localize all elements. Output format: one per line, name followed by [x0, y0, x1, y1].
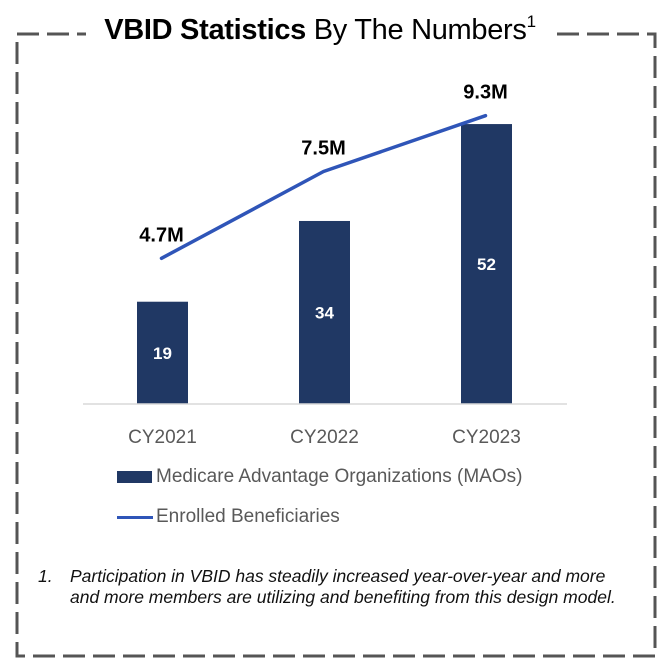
legend-line-swatch-icon [117, 515, 153, 519]
bar-cy2022 [299, 220, 350, 404]
x-tick-label: CY2023 [452, 427, 521, 448]
bar-value-label: 34 [315, 303, 334, 322]
line-value-label: 7.5M [301, 138, 345, 160]
footnote-text: Participation in VBID has steadily incre… [70, 566, 616, 607]
footnote: 1. Participation in VBID has steadily in… [38, 566, 618, 608]
legend-label: Enrolled Beneficiaries [156, 506, 340, 527]
bar-cy2023 [461, 124, 512, 405]
x-tick-label: CY2021 [128, 427, 197, 448]
line-value-label: 9.3M [463, 82, 507, 104]
bar-value-label: 52 [477, 255, 496, 274]
legend-label: Medicare Advantage Organizations (MAOs) [156, 466, 523, 487]
line-value-label: 4.7M [139, 224, 183, 246]
legend-item-maos: Medicare Advantage Organizations (MAOs) [117, 462, 522, 492]
bar-cy2021 [137, 301, 188, 404]
title-bold: VBID Statistics [104, 14, 306, 46]
legend-item-beneficiaries: Enrolled Beneficiaries [117, 502, 522, 532]
legend: Medicare Advantage Organizations (MAOs) … [117, 462, 522, 542]
legend-bar-swatch-icon [117, 471, 152, 483]
bar-value-label: 19 [153, 344, 172, 363]
chart-plot: 19 CY2021 34 CY2022 52 CY2023 4.7M 7.5M 9.3M [83, 82, 567, 448]
x-tick-label: CY2022 [290, 427, 359, 448]
chart-title: VBID Statistics By The Numbers1 [0, 12, 640, 47]
title-regular: By The Numbers [313, 14, 527, 46]
footnote-number: 1. [38, 566, 53, 586]
title-footnote-marker: 1 [526, 12, 536, 31]
